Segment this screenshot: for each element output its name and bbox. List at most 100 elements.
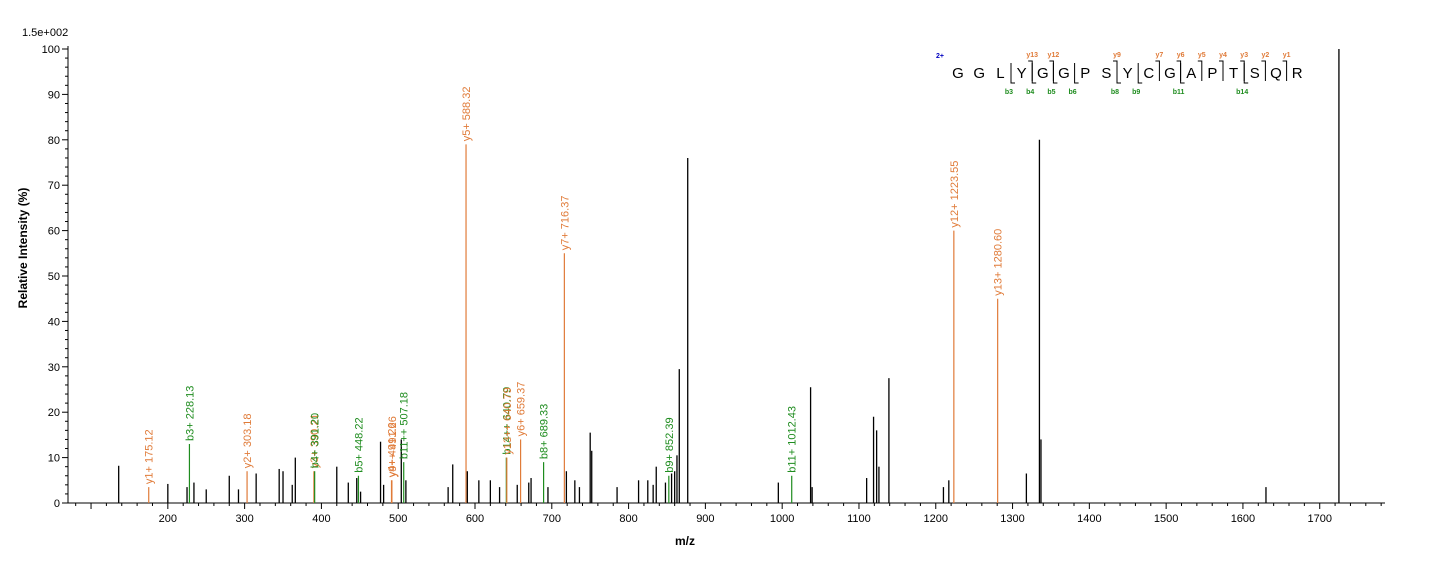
x-tick-label: 1400 bbox=[1077, 513, 1101, 525]
b-fragment-label: b3 bbox=[1005, 89, 1013, 96]
x-tick-label: 1300 bbox=[1000, 513, 1024, 525]
x-tick-label: 500 bbox=[389, 513, 407, 525]
sequence-residue: Y bbox=[1017, 65, 1027, 82]
sequence-residue: Y bbox=[1123, 65, 1133, 82]
intensity-scale-label: 1.5e+002 bbox=[22, 27, 68, 39]
spectrum-peaks bbox=[118, 49, 1340, 503]
y-axis: 0 10 20 30 40 50 60 70 80 90 100 bbox=[42, 44, 69, 510]
precursor-charge: 2+ bbox=[936, 53, 944, 60]
y-ion-bracket bbox=[1219, 60, 1224, 81]
b-ion-bracket bbox=[1180, 63, 1185, 84]
sequence-residue: G bbox=[952, 65, 964, 82]
x-tick-label: 800 bbox=[619, 513, 637, 525]
x-axis-title: m/z bbox=[675, 534, 695, 548]
y-ion-label: y6+ 659.37 bbox=[516, 382, 528, 437]
y-fragment-label: y9 bbox=[1113, 52, 1121, 59]
y-fragment-label: y3 bbox=[1240, 52, 1248, 59]
y-fragment-label: y7 bbox=[1156, 52, 1164, 59]
b-ion-label: b5+ 448.22 bbox=[353, 417, 365, 472]
b-ion-bracket bbox=[1243, 63, 1249, 84]
sequence-residue: Q bbox=[1270, 65, 1282, 82]
b-ion-label: b4+ 391.20 bbox=[310, 413, 322, 468]
y-fragment-label: y2 bbox=[1262, 52, 1270, 59]
y-tick-label: 20 bbox=[48, 407, 60, 419]
y-ion-bracket bbox=[1155, 60, 1160, 81]
peak-annotations: y1+ 175.12 b3+ 228.13 y2+ 303.18 y3+ 390.21… bbox=[144, 87, 1005, 485]
y-ion-bracket bbox=[1261, 60, 1266, 81]
b-ion-label: b11++ 507.18 bbox=[399, 392, 411, 459]
y-ion-bracket bbox=[1176, 60, 1182, 81]
sequence-residue: T bbox=[1229, 65, 1238, 82]
x-tick-label: 1200 bbox=[924, 513, 948, 525]
sequence-residue: R bbox=[1292, 65, 1303, 82]
sequence-residue: P bbox=[1080, 65, 1090, 82]
y-ion-bracket bbox=[1240, 60, 1245, 81]
b-ion-label: b3+ 228.13 bbox=[184, 386, 196, 441]
y-fragment-label: y5 bbox=[1198, 52, 1206, 59]
y-tick-label: 50 bbox=[48, 271, 60, 283]
b-ion-label: b8+ 689.33 bbox=[539, 404, 551, 459]
y-tick-label: 90 bbox=[48, 89, 60, 101]
y-ion-label: y5+ 588.32 bbox=[461, 87, 473, 142]
b-ion-label: b14++ 640.79 bbox=[501, 387, 513, 455]
sequence-residue: S bbox=[1250, 65, 1260, 82]
y-tick-label: 10 bbox=[48, 453, 60, 465]
sequence-residue: G bbox=[1037, 65, 1049, 82]
y-fragment-label: y13 bbox=[1026, 52, 1038, 59]
x-tick-label: 400 bbox=[312, 513, 330, 525]
y-tick-label: 100 bbox=[42, 44, 60, 56]
sequence-residue: S bbox=[1101, 65, 1111, 82]
b-ion-bracket bbox=[1010, 63, 1015, 84]
b-ion-bracket bbox=[1074, 63, 1079, 84]
y-tick-label: 30 bbox=[48, 362, 60, 374]
b-fragment-label: b6 bbox=[1069, 89, 1077, 96]
sequence-residue: G bbox=[1058, 65, 1070, 82]
b-ion-bracket bbox=[1052, 63, 1058, 84]
y-tick-label: 60 bbox=[48, 226, 60, 238]
x-tick-label: 1000 bbox=[770, 513, 794, 525]
b-ion-bracket bbox=[1031, 63, 1037, 84]
y-fragment-label: y4 bbox=[1219, 52, 1227, 59]
x-tick-label: 200 bbox=[159, 513, 177, 525]
y-axis-title: Relative Intensity (%) bbox=[16, 188, 30, 309]
y-ion-label: y12+ 1223.55 bbox=[949, 161, 961, 228]
y-ion-label: y13++ 640.79 bbox=[502, 387, 514, 454]
x-tick-label: 1100 bbox=[847, 513, 871, 525]
y-ion-label: y13+ 1280.60 bbox=[993, 229, 1005, 296]
sequence-residue: C bbox=[1143, 65, 1154, 82]
x-tick-label: 300 bbox=[235, 513, 253, 525]
sequence-residue: L bbox=[996, 65, 1004, 82]
x-tick-label: 1700 bbox=[1307, 513, 1331, 525]
y-ion-label: y7+ 716.37 bbox=[559, 196, 571, 251]
y-ion-label: y1+ 175.12 bbox=[144, 429, 156, 484]
y-tick-label: 0 bbox=[54, 498, 60, 510]
y-ion-bracket bbox=[1113, 60, 1118, 81]
b-ion-label: b9+ 852.39 bbox=[664, 417, 676, 472]
b-fragment-label: b14 bbox=[1236, 89, 1248, 96]
b-ion-bracket bbox=[1116, 63, 1121, 84]
y-tick-label: 70 bbox=[48, 180, 60, 192]
x-tick-label: 600 bbox=[466, 513, 484, 525]
x-tick-label: 1600 bbox=[1231, 513, 1255, 525]
b-fragment-label: b8 bbox=[1111, 89, 1119, 96]
b-ion-label: b11+ 1012.43 bbox=[787, 406, 799, 473]
sequence-residue: P bbox=[1207, 65, 1217, 82]
y-ion-bracket bbox=[1028, 60, 1033, 81]
y-fragment-label: y1 bbox=[1283, 52, 1291, 59]
y-fragment-label: y6 bbox=[1177, 52, 1185, 59]
x-tick-label: 700 bbox=[543, 513, 561, 525]
b-fragment-label: b5 bbox=[1047, 89, 1055, 96]
y-ion-bracket bbox=[1197, 60, 1203, 81]
y-ion-label: y4+ 491.26 bbox=[387, 423, 399, 478]
y-tick-label: 40 bbox=[48, 316, 60, 328]
y-tick-label: 80 bbox=[48, 135, 60, 147]
y-ion-bracket bbox=[1282, 60, 1288, 81]
x-tick-label: 900 bbox=[696, 513, 714, 525]
b-fragment-label: b9 bbox=[1132, 89, 1140, 96]
y-ion-label: y9++ 491.26 bbox=[387, 416, 399, 477]
sequence-residue: G bbox=[973, 65, 985, 82]
y-ion-bracket bbox=[1049, 60, 1054, 81]
sequence-residue: A bbox=[1186, 65, 1196, 82]
